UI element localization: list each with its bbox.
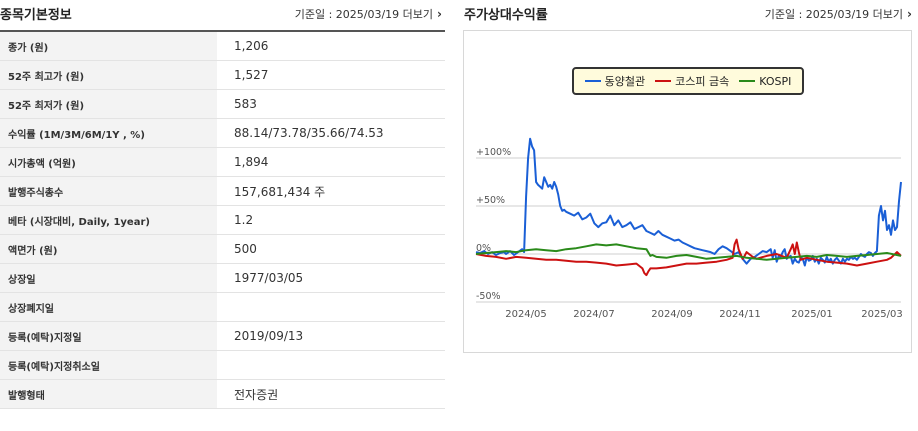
info-row-value (217, 351, 445, 379)
y-tick-label: -50% (476, 291, 501, 302)
info-row-label: 시가총액 (억원) (0, 148, 217, 176)
info-row: 52주 최저가 (원) 583 (0, 90, 445, 119)
info-row-value: 2019/09/13 (234, 329, 304, 343)
legend-item: 동양철관 (584, 73, 646, 89)
relative-return-date-label: 기준일 : 2025/03/19 더보기 (764, 8, 904, 21)
info-row: 발행주식총수 157,681,434 주 (0, 177, 445, 206)
info-row-label: 등록(예탁)지정취소일 (0, 351, 217, 379)
info-row-value: 전자증권 (234, 387, 279, 402)
info-row: 등록(예탁)지정취소일 (0, 351, 445, 380)
info-row-label: 발행주식총수 (0, 177, 217, 205)
info-row-label: 종가 (원) (0, 32, 217, 60)
info-row: 수익률 (1M/3M/6M/1Y , %) 88.14/73.78/35.66/7… (0, 119, 445, 148)
info-row-label: 액면가 (원) (0, 235, 217, 263)
x-tick-label: 2025/01 (791, 309, 833, 320)
basic-info-table: 종가 (원) 1,206 52주 최고가 (원) 1,527 52주 최저가 (원) 58… (0, 30, 445, 409)
y-tick-label: 0% (476, 243, 491, 254)
info-row: 등록(예탁)지정일 2019/09/13 (0, 322, 445, 351)
relative-return-title: 주가상대수익률 (464, 8, 548, 23)
legend-label: 동양철관 (604, 75, 646, 88)
x-tick-label: 2024/07 (573, 309, 615, 320)
info-row-value: 1,527 (234, 68, 269, 82)
y-tick-label: +100% (476, 147, 511, 158)
x-tick-label: 2025/03 (861, 309, 903, 320)
info-row: 발행형태 전자증권 (0, 380, 445, 409)
x-tick-label: 2024/09 (651, 309, 693, 320)
legend-item: KOSPI (739, 75, 791, 88)
relative-return-chart: +100% +50% 0% -50% 2024/05 2024/07 2024/09 2024… (463, 30, 912, 353)
info-row-value: 1.2 (234, 213, 254, 227)
info-row: 시가총액 (억원) 1,894 (0, 148, 445, 177)
info-row-value: 583 (234, 97, 257, 111)
legend-item: 코스피 금속 (655, 73, 729, 89)
legend-label: 코스피 금속 (675, 75, 730, 88)
y-tick-label: +50% (476, 195, 505, 206)
legend-swatch (584, 80, 601, 82)
info-row: 종가 (원) 1,206 (0, 32, 445, 61)
basic-info-date-label: 기준일 : 2025/03/19 더보기 (294, 8, 434, 21)
series-line-2 (475, 243, 902, 261)
info-row-label: 등록(예탁)지정일 (0, 322, 217, 350)
info-row-label: 수익률 (1M/3M/6M/1Y , %) (0, 119, 217, 147)
legend-swatch (739, 80, 756, 82)
chart-legend: 동양철관 코스피 금속 KOSPI (572, 67, 804, 95)
info-row-value: 500 (234, 242, 257, 256)
basic-info-date-more-link[interactable]: 기준일 : 2025/03/19 더보기 › (295, 6, 442, 22)
series-line-1 (475, 238, 902, 277)
chart-svg: +100% +50% 0% -50% 2024/05 2024/07 2024/09 2024… (475, 137, 903, 320)
x-tick-label: 2024/05 (505, 309, 547, 320)
info-row-label: 발행형태 (0, 380, 217, 408)
info-row: 52주 최고가 (원) 1,527 (0, 61, 445, 90)
relative-return-date-more-link[interactable]: 기준일 : 2025/03/19 더보기 › (765, 6, 912, 22)
info-row-label: 상장일 (0, 264, 217, 292)
info-row-value: 157,681,434 주 (234, 184, 326, 199)
chevron-right-icon: › (437, 7, 442, 21)
info-row: 베타 (시장대비, Daily, 1year) 1.2 (0, 206, 445, 235)
info-row-label: 52주 최고가 (원) (0, 61, 217, 89)
info-row-value: 1,894 (234, 155, 269, 169)
info-row-value: 1,206 (234, 39, 269, 53)
info-row-label: 상장폐지일 (0, 293, 217, 321)
info-row: 액면가 (원) 500 (0, 235, 445, 264)
legend-swatch (655, 80, 672, 82)
info-row-value: 88.14/73.78/35.66/74.53 (234, 126, 384, 140)
info-row: 상장폐지일 (0, 293, 445, 322)
info-row: 상장일 1977/03/05 (0, 264, 445, 293)
x-tick-label: 2024/11 (719, 309, 761, 320)
chevron-right-icon: › (907, 7, 912, 21)
info-row-value (217, 293, 445, 321)
basic-info-title: 종목기본정보 (0, 8, 72, 23)
info-row-value: 1977/03/05 (234, 271, 304, 285)
info-row-label: 52주 최저가 (원) (0, 90, 217, 118)
info-row-label: 베타 (시장대비, Daily, 1year) (0, 206, 217, 234)
legend-label: KOSPI (759, 74, 792, 88)
